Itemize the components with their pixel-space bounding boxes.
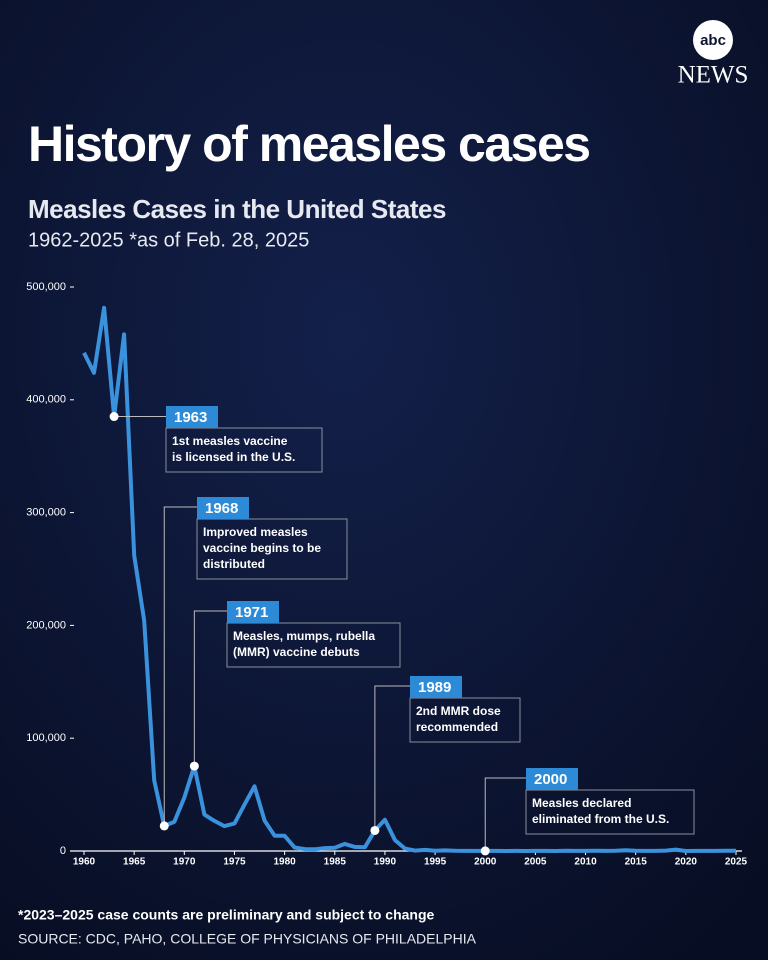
annotation-year: 1963 — [174, 409, 207, 426]
annotation-text: (MMR) vaccine debuts — [233, 645, 360, 659]
brand-name: NEWS — [678, 62, 749, 89]
y-tick-label: 0 — [60, 845, 66, 857]
annotation-badge — [227, 601, 279, 623]
annotation-box — [165, 427, 323, 473]
annotation-box — [525, 789, 695, 835]
annotation-badge — [197, 497, 249, 519]
annotation-box — [196, 518, 348, 580]
annotation-text: Improved measles — [203, 525, 308, 539]
annotation-dot — [109, 412, 119, 422]
x-tick-label: 1995 — [424, 857, 447, 868]
y-tick-label: 500,000 — [26, 281, 66, 293]
x-tick-label: 1965 — [123, 857, 146, 868]
logo-circle — [693, 20, 733, 60]
annotation-text: vaccine begins to be — [203, 541, 321, 555]
x-tick-label: 2000 — [474, 857, 497, 868]
annotation-badge — [526, 768, 578, 790]
annotation-year: 1968 — [205, 500, 238, 517]
chart-subtitle: Measles Cases in the United States — [28, 194, 446, 224]
x-tick-label: 1970 — [173, 857, 196, 868]
x-tick-label: 2010 — [574, 857, 597, 868]
annotation-text: distributed — [203, 557, 265, 571]
annotation-dot — [480, 846, 490, 856]
x-tick-label: 1985 — [324, 857, 347, 868]
y-tick-label: 100,000 — [26, 732, 66, 744]
x-tick-label: 2020 — [675, 857, 698, 868]
leader-line — [374, 685, 410, 831]
x-tick-label: 2005 — [524, 857, 547, 868]
chart-note: 1962-2025 *as of Feb. 28, 2025 — [28, 229, 309, 251]
annotation-badge — [166, 406, 218, 428]
y-tick-label: 300,000 — [26, 507, 66, 519]
x-tick-label: 2015 — [625, 857, 648, 868]
annotation-text: recommended — [416, 720, 498, 734]
annotation-year: 1989 — [418, 679, 451, 696]
chart-title: History of measles cases — [28, 116, 590, 172]
annotation-box — [226, 622, 401, 668]
annotation-text: 2nd MMR dose — [416, 704, 501, 718]
leader-line — [484, 777, 526, 851]
leader-line — [193, 610, 227, 767]
annotation-text: 1st measles vaccine — [172, 434, 288, 448]
annotation-dot — [189, 761, 199, 771]
data-line — [82, 305, 737, 853]
annotation-dot — [159, 821, 169, 831]
y-tick-label: 200,000 — [26, 619, 66, 631]
annotation-text: eliminated from the U.S. — [532, 812, 669, 826]
y-tick-label: 400,000 — [26, 394, 66, 406]
x-tick-label: 1980 — [273, 857, 296, 868]
annotation-year: 2000 — [534, 771, 567, 788]
source: SOURCE: CDC, PAHO, COLLEGE OF PHYSICIANS… — [18, 931, 477, 947]
annotation-year: 1971 — [235, 604, 268, 621]
footnote: *2023–2025 case counts are preliminary a… — [18, 907, 435, 923]
annotation-text: Measles declared — [532, 796, 631, 810]
annotation-text: is licensed in the U.S. — [172, 450, 295, 464]
x-tick-label: 1990 — [374, 857, 397, 868]
x-tick-label: 1960 — [73, 857, 96, 868]
x-tick-label: 2025 — [725, 857, 748, 868]
annotation-badge — [410, 676, 462, 698]
leader-line — [163, 506, 197, 826]
annotation-box — [409, 697, 521, 743]
annotation-dot — [370, 825, 380, 835]
logo-text: abc — [700, 32, 726, 49]
annotation-text: Measles, mumps, rubella — [233, 629, 375, 643]
x-tick-label: 1975 — [223, 857, 246, 868]
